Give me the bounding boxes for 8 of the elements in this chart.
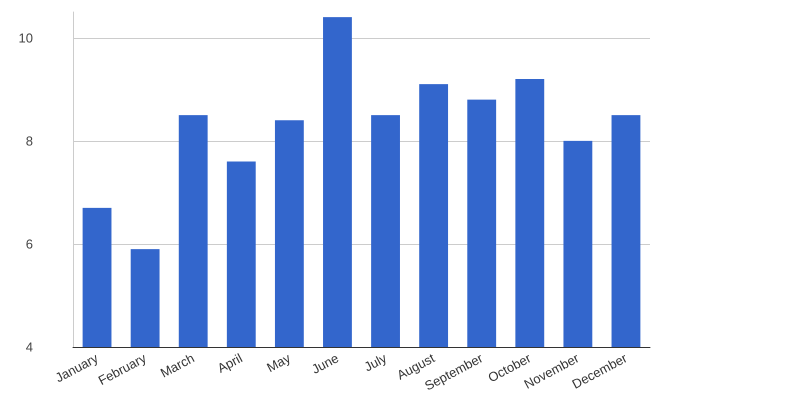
y-tick-label: 10 <box>18 30 33 46</box>
y-tick-label: 8 <box>26 133 33 148</box>
x-tick-label: June <box>309 350 341 377</box>
x-tick-label: April <box>214 350 245 376</box>
y-tick-label: 4 <box>26 340 33 354</box>
x-tick-label: May <box>264 350 294 376</box>
x-tick-label: July <box>362 350 390 374</box>
y-tick-label: 6 <box>26 236 33 252</box>
